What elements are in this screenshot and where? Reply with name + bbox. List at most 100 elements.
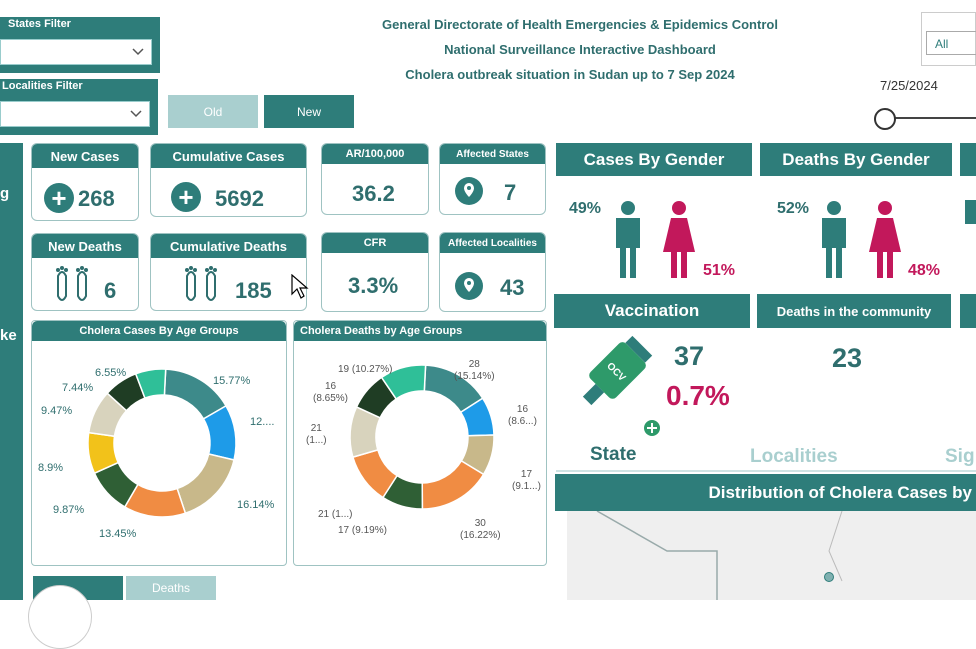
kpi-cfr: CFR 3.3% xyxy=(321,232,429,312)
data-label: 17 (9.19%) xyxy=(338,525,387,537)
chevron-down-icon xyxy=(131,44,145,63)
states-filter-panel: States Filter xyxy=(0,17,160,73)
kpi-new-deaths: New Deaths 6 xyxy=(31,233,139,311)
header-title-2: National Surveillance Interactive Dashbo… xyxy=(444,42,716,57)
old-button[interactable]: Old xyxy=(168,95,258,128)
data-label-text: 21 (1...) xyxy=(318,509,353,520)
vaccine-vial-icon: OCV xyxy=(574,334,670,443)
data-label: 16 (8.6...) xyxy=(508,404,537,428)
tab-localities[interactable]: Localities xyxy=(750,446,838,467)
right-panel-edge xyxy=(960,294,976,328)
data-label: 21 (1...) xyxy=(318,509,352,521)
deaths-age-donut xyxy=(349,364,495,510)
new-button[interactable]: New xyxy=(264,95,354,128)
location-pin-icon xyxy=(454,271,484,306)
circle-shape xyxy=(28,585,92,649)
kpi-new-deaths-label: New Deaths xyxy=(32,234,138,258)
all-slicer[interactable]: All xyxy=(921,12,976,66)
deaths-age-chart-title: Cholera Deaths by Age Groups xyxy=(294,321,546,341)
kpi-cumulative-cases: Cumulative Cases + 5692 xyxy=(150,143,307,217)
tab-state[interactable]: State xyxy=(590,444,637,465)
location-pin-icon xyxy=(454,176,484,211)
donut-slice[interactable] xyxy=(134,368,167,400)
kpi-new-cases: New Cases + 268 xyxy=(31,143,139,221)
kpi-new-deaths-value: 6 xyxy=(104,278,117,303)
body-icon xyxy=(181,262,227,311)
deaths-age-chart-card: Cholera Deaths by Age Groups 28 (15.14%)… xyxy=(293,320,547,566)
data-label-text: 17 (9.19%) xyxy=(338,525,387,536)
data-label: 28 (15.14%) xyxy=(454,359,495,383)
cases-female-percent: 51% xyxy=(703,262,736,279)
donut-slice[interactable] xyxy=(176,453,235,515)
kpi-new-cases-value: 268 xyxy=(78,186,115,211)
tab-deaths[interactable]: Deaths xyxy=(126,576,216,600)
data-label-text: 21 (1...) xyxy=(306,423,327,446)
male-icon xyxy=(818,200,850,285)
female-icon xyxy=(867,200,903,285)
deaths-male-percent: 52% xyxy=(777,200,810,217)
vaccination-title: Vaccination xyxy=(554,294,750,328)
kpi-affected-localities-value: 43 xyxy=(500,275,525,300)
data-label: 21 (1...) xyxy=(306,423,327,447)
tab-sig[interactable]: Sig xyxy=(945,446,975,467)
data-label: 9.87% xyxy=(53,504,85,516)
data-label-text: 28 (15.14%) xyxy=(454,359,495,382)
header-title-3: Cholera outbreak situation in Sudan up t… xyxy=(405,67,735,82)
date-slider-handle[interactable] xyxy=(874,108,896,130)
donut-slice[interactable] xyxy=(421,459,485,510)
left-nav-strip: g ke xyxy=(0,143,23,600)
cases-male-percent: 49% xyxy=(569,200,602,217)
data-label-text: 17 (9.1...) xyxy=(512,469,541,492)
header-title-1: General Directorate of Health Emergencie… xyxy=(382,17,778,32)
date-label: 7/25/2024 xyxy=(880,78,938,93)
all-label: All xyxy=(935,37,949,51)
kpi-affected-localities: Affected Localities 43 xyxy=(439,232,546,312)
mouse-cursor-icon xyxy=(291,273,309,305)
male-icon xyxy=(612,200,644,285)
plus-icon: + xyxy=(44,183,74,213)
map-area[interactable] xyxy=(567,510,976,600)
donut-slice[interactable] xyxy=(380,364,427,400)
data-label: 13.45% xyxy=(99,528,137,540)
data-label-text: 16 (8.6...) xyxy=(508,404,537,427)
female-icon xyxy=(661,200,697,285)
cases-age-donut xyxy=(87,368,237,518)
kpi-cumulative-deaths-label: Cumulative Deaths xyxy=(151,234,306,258)
plus-icon: + xyxy=(171,182,201,212)
states-filter-label: States Filter xyxy=(8,18,71,30)
all-slicer-inner: All xyxy=(926,31,976,55)
kpi-cfr-value: 3.3% xyxy=(348,273,399,298)
kpi-ar: AR/100,000 36.2 xyxy=(321,143,429,215)
data-label: 7.44% xyxy=(62,382,94,394)
date-slider-track[interactable] xyxy=(886,117,976,119)
kpi-ar-value: 36.2 xyxy=(352,181,395,206)
kpi-cumulative-deaths-value: 185 xyxy=(235,278,272,303)
data-label: 6.55% xyxy=(95,367,127,379)
kpi-new-cases-label: New Cases xyxy=(32,144,138,168)
cases-age-chart-card: Cholera Cases By Age Groups 15.77% 12...… xyxy=(31,320,287,566)
kpi-cumulative-deaths: Cumulative Deaths 185 xyxy=(150,233,309,311)
localities-filter-dropdown[interactable] xyxy=(0,101,150,127)
community-deaths-value: 23 xyxy=(832,343,863,373)
map-marker[interactable] xyxy=(824,572,834,582)
data-label: 17 (9.1...) xyxy=(512,469,541,493)
kpi-cfr-label: CFR xyxy=(322,233,428,253)
data-label: 19 (10.27%) xyxy=(338,364,392,376)
body-icon xyxy=(52,262,98,311)
chevron-down-icon xyxy=(129,106,143,125)
kpi-affected-states-label: Affected States xyxy=(440,144,545,164)
kpi-cumulative-cases-value: 5692 xyxy=(215,186,264,211)
data-label: 16.14% xyxy=(237,499,275,511)
localities-filter-panel: Localities Filter xyxy=(0,79,158,135)
right-panel-edge xyxy=(960,143,976,176)
kpi-ar-label: AR/100,000 xyxy=(322,144,428,164)
map-title-text: Distribution of Cholera Cases by xyxy=(708,482,972,502)
vaccination-percent: 0.7% xyxy=(666,380,730,411)
cases-age-chart-title: Cholera Cases By Age Groups xyxy=(32,321,286,341)
cases-by-gender-title: Cases By Gender xyxy=(556,143,752,176)
data-label: 12.... xyxy=(250,416,275,428)
states-filter-dropdown[interactable] xyxy=(0,39,152,65)
data-label: 16 (8.65%) xyxy=(313,381,348,405)
tab-underline xyxy=(556,470,976,472)
localities-filter-label: Localities Filter xyxy=(2,80,83,92)
